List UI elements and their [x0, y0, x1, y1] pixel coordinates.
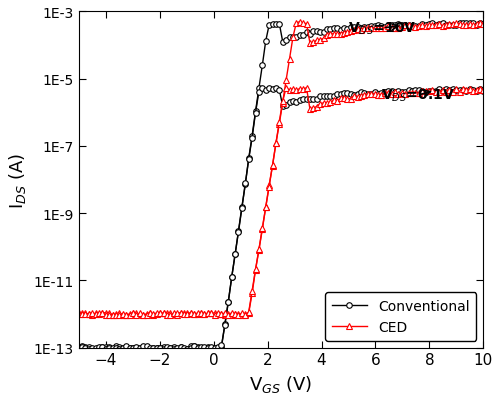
X-axis label: V$_{GS}$ (V): V$_{GS}$ (V)	[250, 373, 312, 394]
CED	[188, 311, 194, 316]
CED	[474, 22, 480, 27]
Conventional	[304, 31, 310, 36]
Text: V$_{DS}$=0.1V: V$_{DS}$=0.1V	[381, 88, 454, 104]
Conventional	[164, 346, 170, 351]
CED	[164, 311, 170, 316]
Conventional	[477, 21, 483, 26]
Legend: Conventional, CED: Conventional, CED	[325, 292, 476, 341]
Y-axis label: I$_{DS}$ (A): I$_{DS}$ (A)	[7, 152, 28, 208]
CED	[402, 24, 408, 28]
Conventional	[470, 22, 476, 26]
Conventional	[399, 24, 405, 28]
Conventional	[358, 26, 364, 31]
Line: CED: CED	[76, 20, 486, 318]
CED	[296, 20, 302, 25]
Conventional	[110, 346, 116, 351]
Conventional	[480, 22, 486, 27]
Conventional	[188, 344, 194, 349]
Line: Conventional: Conventional	[76, 21, 486, 352]
Text: V$_{DS}$=10V: V$_{DS}$=10V	[348, 20, 417, 37]
CED	[307, 41, 313, 46]
CED	[480, 22, 486, 27]
CED	[362, 26, 368, 31]
Conventional	[76, 346, 82, 350]
CED	[76, 311, 82, 316]
CED	[89, 313, 95, 318]
